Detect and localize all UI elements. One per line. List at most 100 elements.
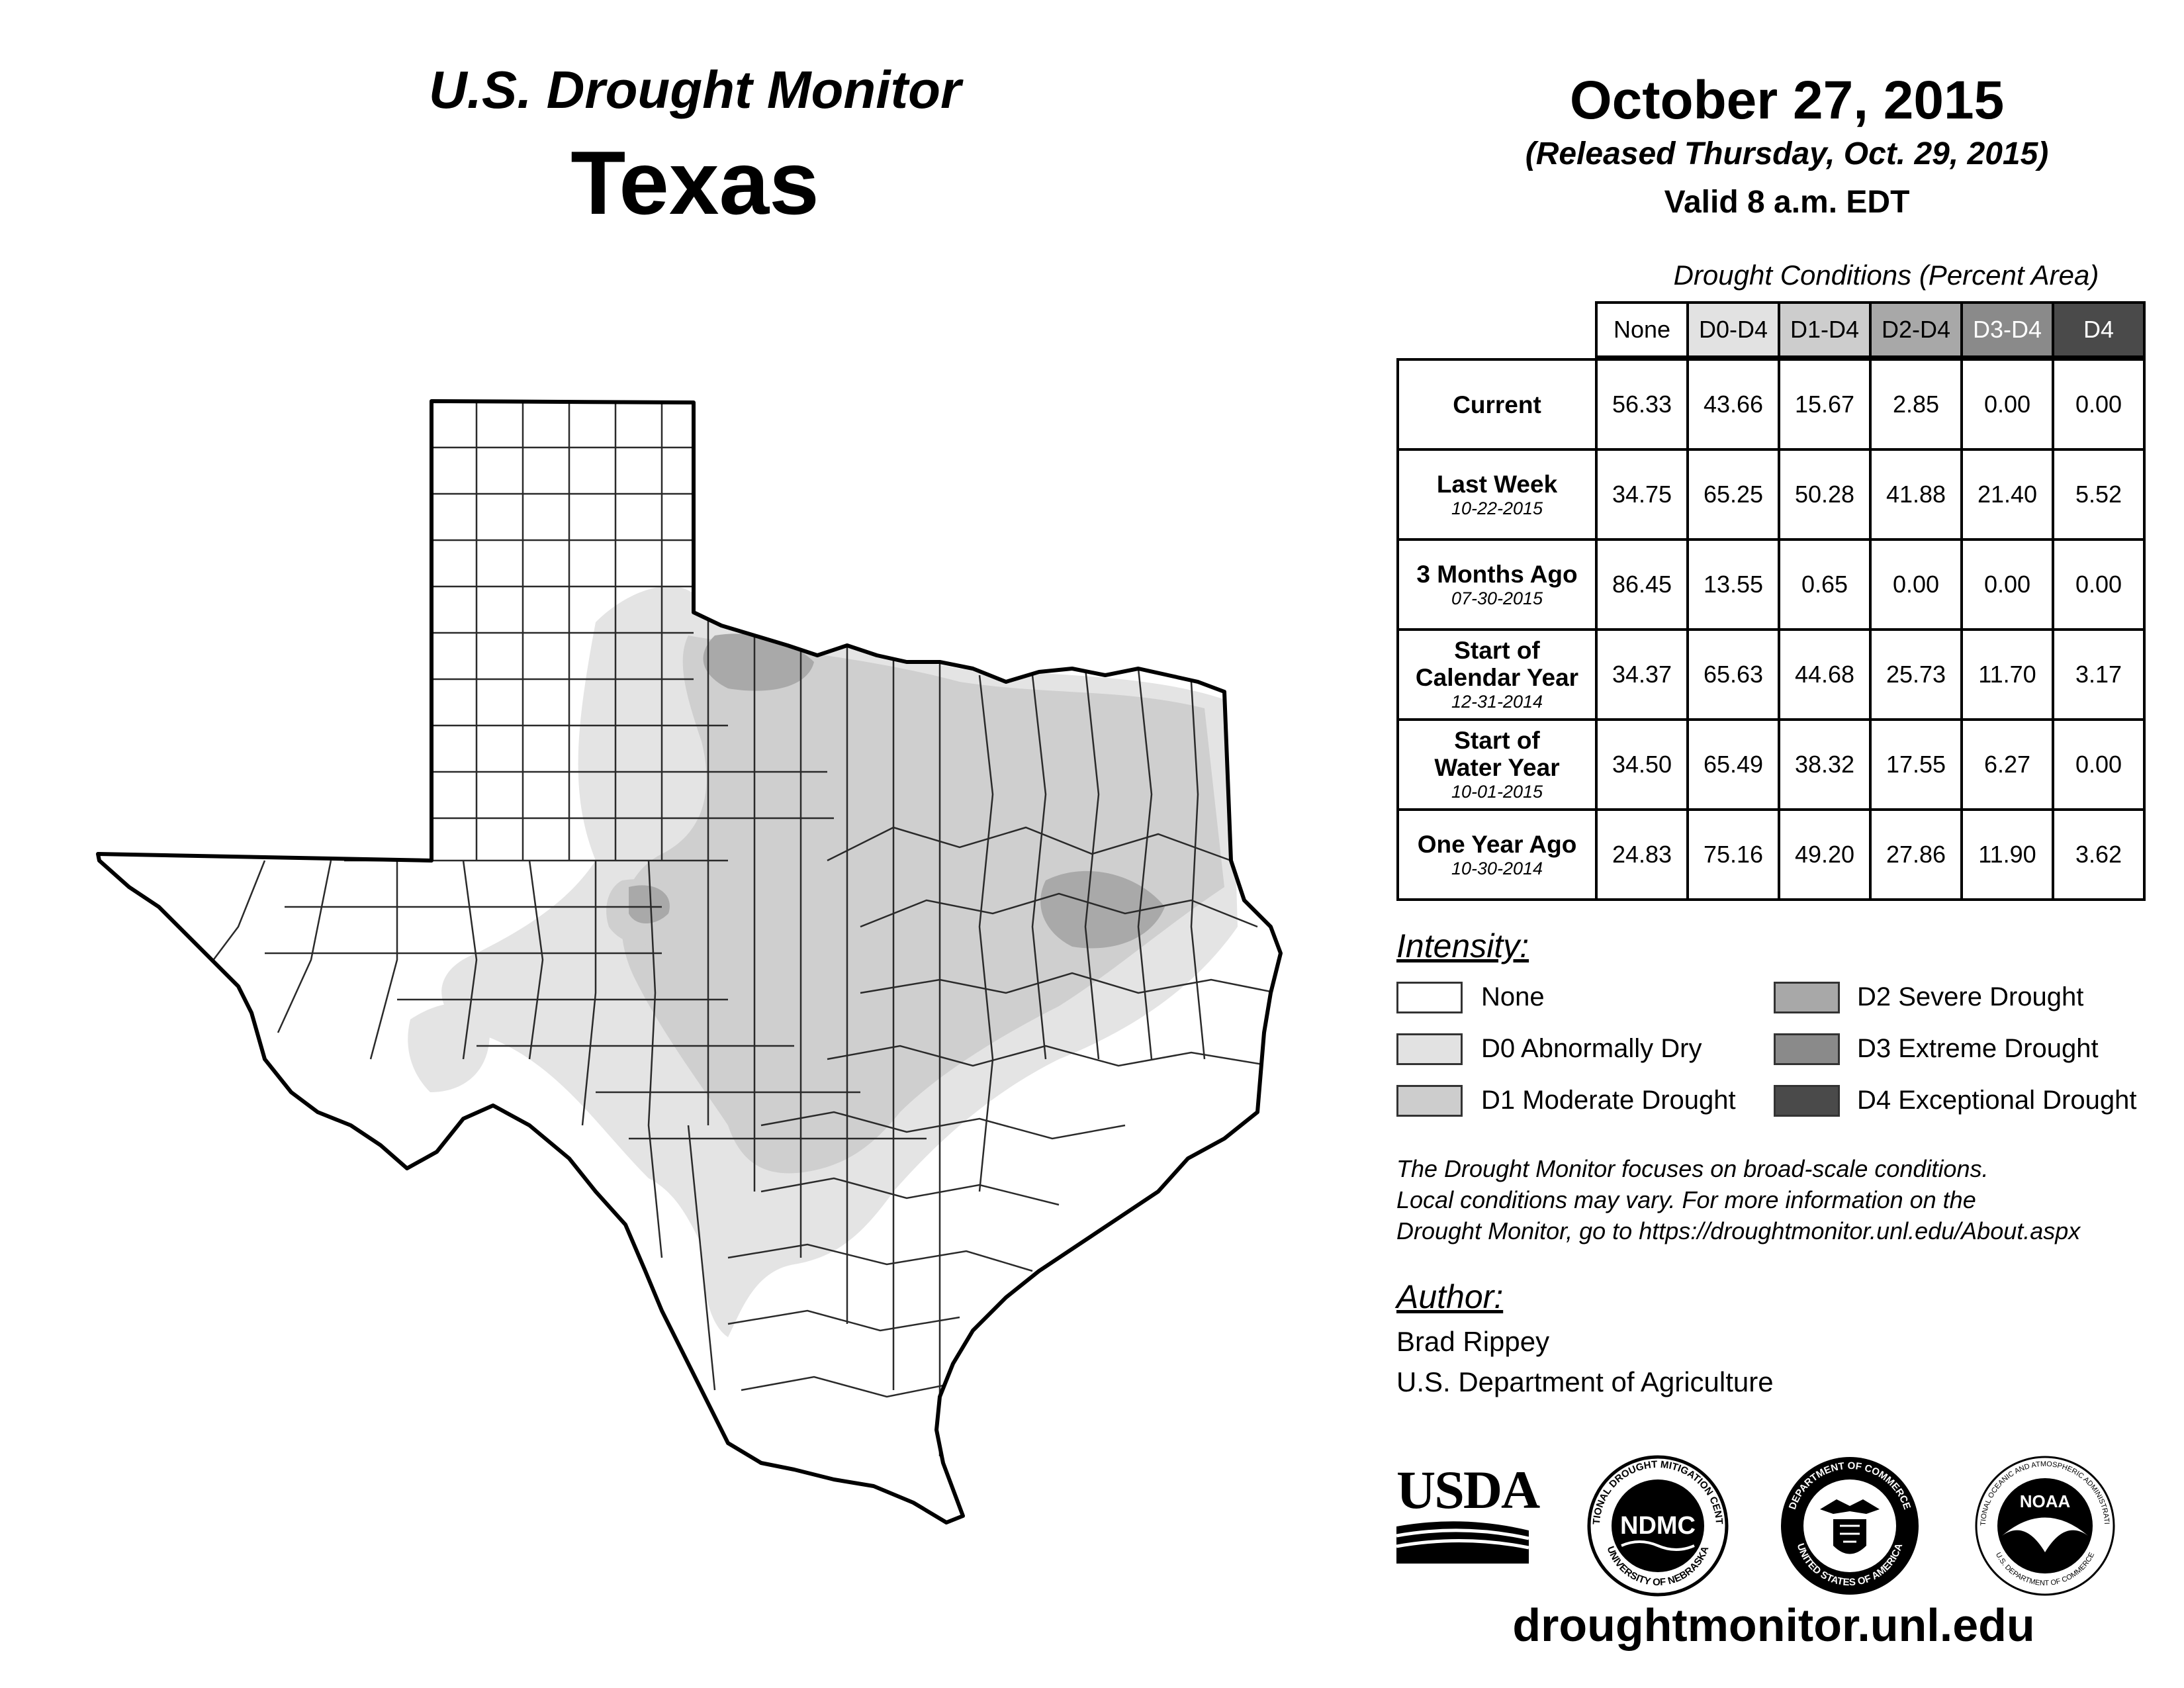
legend-swatch-d2	[1774, 982, 1840, 1013]
table-header-row: None D0-D4 D1-D4 D2-D4 D3-D4 D4	[1398, 301, 2146, 358]
table-cell: 50.28	[1778, 448, 1872, 541]
shield-icon	[1833, 1519, 1866, 1554]
row-label-main: Start of	[1454, 727, 1540, 754]
noaa-bird-icon	[2002, 1517, 2088, 1552]
table-cell: 24.83	[1595, 808, 1689, 901]
table-cell: 65.49	[1686, 718, 1780, 811]
note-line-3: Drought Monitor, go to https://droughtmo…	[1396, 1217, 2081, 1244]
table-cell: 21.40	[1960, 448, 2054, 541]
dept-of-commerce-seal: DEPARTMENT OF COMMERCE UNITED STATES OF …	[1781, 1457, 1919, 1595]
row-label-secondary: Calendar Year	[1415, 664, 1579, 691]
legend-swatch-d3	[1774, 1033, 1840, 1065]
row-label-date: 10-01-2015	[1451, 782, 1543, 802]
table-cell: 43.66	[1686, 358, 1780, 451]
table-cell: 34.37	[1595, 628, 1689, 721]
row-label-date: 12-31-2014	[1451, 692, 1543, 712]
usda-landscape-icon	[1396, 1521, 1529, 1564]
table-cell: 0.00	[2052, 538, 2146, 631]
row-label-date: 10-22-2015	[1451, 498, 1543, 518]
table-cell: 0.00	[1960, 358, 2054, 451]
table-cell: 44.68	[1778, 628, 1872, 721]
table-cell: 86.45	[1595, 538, 1689, 631]
row-label: Start of Water Year 10-01-2015	[1396, 718, 1598, 811]
table-cell: 0.00	[2052, 718, 2146, 811]
table-cell: 5.52	[2052, 448, 2146, 541]
release-date: (Released Thursday, Oct. 29, 2015)	[1525, 136, 2049, 171]
legend-label-none: None	[1481, 982, 1545, 1011]
table-row: Last Week 10-22-2015 34.75 65.25 50.28 41.88 2…	[1396, 448, 2146, 541]
row-label-main: Start of	[1454, 637, 1540, 664]
header-d0-d4: D0-D4	[1686, 301, 1780, 358]
ndmc-logo-text: NDMC	[1620, 1512, 1696, 1540]
table-row: One Year Ago 10-30-2014 24.83 75.16 49.20 27.…	[1396, 808, 2146, 901]
table-cell: 3.62	[2052, 808, 2146, 901]
row-label: Current	[1396, 358, 1598, 451]
state-name: Texas	[570, 132, 819, 233]
author-name: Brad Rippey	[1396, 1326, 1550, 1357]
legend-label-d3: D3 Extreme Drought	[1857, 1034, 2099, 1063]
table-row: Current 56.33 43.66 15.67 2.85 0.00 0.00	[1396, 358, 2146, 451]
table-cell: 25.73	[1869, 628, 1963, 721]
intensity-heading: Intensity:	[1396, 927, 1529, 964]
usda-logo: USDA	[1396, 1460, 1540, 1564]
table-cell: 0.00	[1869, 538, 1963, 631]
table-row: Start of Water Year 10-01-2015 34.50 65.49 38…	[1396, 718, 2146, 811]
footer-url[interactable]: droughtmonitor.unl.edu	[1512, 1599, 2035, 1651]
note-line-2: Local conditions may vary. For more info…	[1396, 1186, 1976, 1213]
header-d3-d4: D3-D4	[1960, 301, 2054, 358]
legend-label-d2: D2 Severe Drought	[1857, 982, 2084, 1011]
header-d2-d4: D2-D4	[1869, 301, 1963, 358]
row-label: One Year Ago 10-30-2014	[1396, 808, 1598, 901]
table-cell: 75.16	[1686, 808, 1780, 901]
usda-logo-text: USDA	[1396, 1460, 1540, 1520]
drought-conditions-table: None D0-D4 D1-D4 D2-D4 D3-D4 D4 Current 5…	[1396, 301, 2146, 901]
ndmc-logo: NATIONAL DROUGHT MITIGATION CENTER UNIVE…	[1585, 1453, 1729, 1597]
table-cell: 11.90	[1960, 808, 2054, 901]
table-cell: 49.20	[1778, 808, 1872, 901]
table-caption: Drought Conditions (Percent Area)	[1673, 259, 2099, 291]
table-cell: 65.63	[1686, 628, 1780, 721]
table-cell: 0.00	[2052, 358, 2146, 451]
legend-swatch-d1	[1396, 1085, 1463, 1117]
row-label: Last Week 10-22-2015	[1396, 448, 1598, 541]
row-label-main: One Year Ago	[1417, 830, 1577, 858]
legend-swatch-d4	[1774, 1085, 1840, 1117]
table-cell: 3.17	[2052, 628, 2146, 721]
table-cell: 11.70	[1960, 628, 2054, 721]
table-cell: 34.50	[1595, 718, 1689, 811]
table-cell: 34.75	[1595, 448, 1689, 541]
table-cell: 17.55	[1869, 718, 1963, 811]
row-label-date: 07-30-2015	[1451, 588, 1543, 608]
legend-swatch-none	[1396, 982, 1463, 1013]
row-label-main: Current	[1453, 391, 1541, 418]
table-cell: 0.00	[1960, 538, 2054, 631]
header-d1-d4: D1-D4	[1778, 301, 1872, 358]
row-label: 3 Months Ago 07-30-2015	[1396, 538, 1598, 631]
header-blank-cell	[1398, 303, 1598, 357]
author-heading: Author:	[1396, 1278, 1504, 1315]
table-cell: 6.27	[1960, 718, 2054, 811]
table-cell: 0.65	[1778, 538, 1872, 631]
table-row: Start of Calendar Year 12-31-2014 34.37 65.6…	[1396, 628, 2146, 721]
table-cell: 65.25	[1686, 448, 1780, 541]
legend-label-d1: D1 Moderate Drought	[1481, 1086, 1736, 1115]
table-cell: 2.85	[1869, 358, 1963, 451]
row-label-main: Last Week	[1436, 470, 1558, 498]
note-line-1: The Drought Monitor focuses on broad-sca…	[1396, 1155, 1989, 1182]
legend-swatch-d0	[1396, 1033, 1463, 1065]
table-cell: 56.33	[1595, 358, 1689, 451]
noaa-logo: NATIONAL OCEANIC AND ATMOSPHERIC ADMINIS…	[1972, 1453, 2115, 1596]
row-label-secondary: Water Year	[1434, 754, 1560, 781]
table-cell: 13.55	[1686, 538, 1780, 631]
header-d4: D4	[2052, 301, 2146, 358]
row-label-date: 10-30-2014	[1451, 858, 1543, 878]
table-cell: 41.88	[1869, 448, 1963, 541]
map-title: U.S. Drought Monitor	[428, 60, 962, 119]
eagle-icon	[1820, 1499, 1880, 1514]
table-cell: 27.86	[1869, 808, 1963, 901]
texas-drought-map	[0, 0, 1324, 1688]
row-label: Start of Calendar Year 12-31-2014	[1396, 628, 1598, 721]
disclaimer-note: The Drought Monitor focuses on broad-sca…	[1396, 1153, 2177, 1246]
table-cell: 15.67	[1778, 358, 1872, 451]
header-none: None	[1595, 301, 1689, 358]
